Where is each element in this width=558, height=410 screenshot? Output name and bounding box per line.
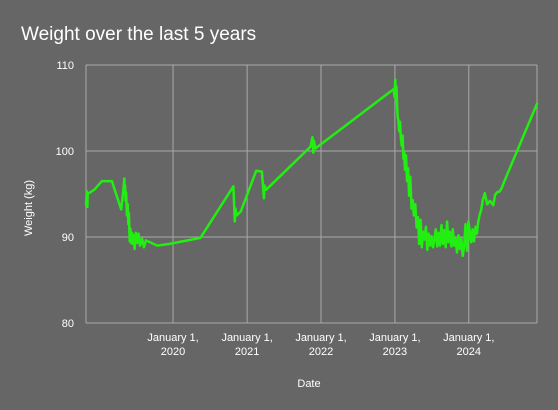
x-tick-label-2020: January 1, 2020 xyxy=(147,332,198,358)
y-tick-label-100: 100 xyxy=(56,146,74,158)
y-tick-label-80: 80 xyxy=(62,318,74,330)
grid-layer xyxy=(85,64,538,324)
y-tick-label-110: 110 xyxy=(56,60,74,72)
x-tick-label-2023: January 1, 2023 xyxy=(369,332,420,358)
x-tick-label-2022: January 1, 2022 xyxy=(295,332,346,358)
x-tick-label-2021: January 1, 2021 xyxy=(221,332,272,358)
y-tick-label-90: 90 xyxy=(62,232,74,244)
y-axis-label: Weight (kg) xyxy=(23,180,35,236)
x-tick-label-2024: January 1, 2024 xyxy=(443,332,494,358)
weight-series-line-0 xyxy=(84,78,539,258)
series-layer xyxy=(84,78,539,258)
chart-title: Weight over the last 5 years xyxy=(21,24,256,45)
x-axis-label: Date xyxy=(297,378,320,390)
tick-layer: 80 90 100 110 January 1, 2020 January 1, 2021 Ja… xyxy=(56,60,495,358)
